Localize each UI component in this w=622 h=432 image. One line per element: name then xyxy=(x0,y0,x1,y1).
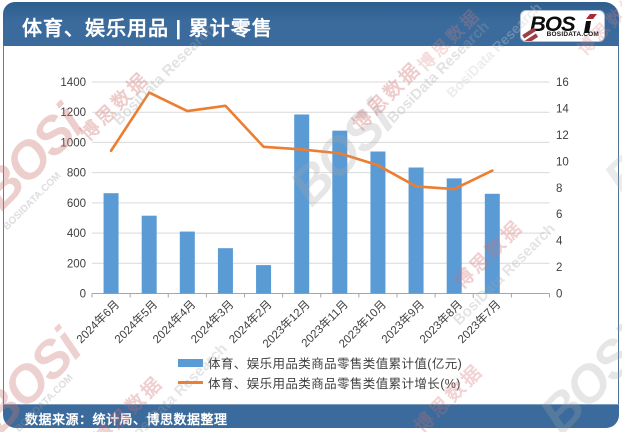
bosi-logo: BOS BOSIDATA.COM xyxy=(521,11,604,41)
legend-line-swatch xyxy=(178,381,203,384)
left-axis-tick-label: 400 xyxy=(67,228,86,240)
bar-2023年10月 xyxy=(370,151,386,294)
legend-line-label: 体育、娱乐用品类商品零售类值累计增长(%) xyxy=(208,377,461,391)
left-axis-tick-label: 800 xyxy=(67,168,86,180)
bar-2024年3月 xyxy=(217,248,233,294)
legend-bar-swatch xyxy=(178,358,203,367)
bar-2023年12月 xyxy=(294,114,310,294)
left-axis-tick-label: 600 xyxy=(67,198,86,210)
right-axis-tick-label: 6 xyxy=(556,209,562,221)
right-axis-tick-label: 8 xyxy=(556,183,562,195)
growth-line xyxy=(109,91,494,191)
right-axis-tick-label: 2 xyxy=(556,262,562,274)
left-axis-tick-label: 200 xyxy=(67,258,86,270)
bar-2023年8月 xyxy=(446,178,462,294)
legend-item-line: 体育、娱乐用品类商品零售类值累计增长(%) xyxy=(178,373,461,392)
bar-2024年5月 xyxy=(141,215,157,294)
footer-bar: 数据来源：统计局、博思数据整理 xyxy=(3,404,619,428)
left-axis-tick-label: 0 xyxy=(80,289,86,301)
right-axis-tick-label: 14 xyxy=(556,103,569,115)
bar-2023年7月 xyxy=(484,193,500,294)
bar-2024年4月 xyxy=(179,231,195,294)
left-axis-tick-label: 1200 xyxy=(60,107,86,119)
page-title: 体育、娱乐用品 | 累计零售 xyxy=(22,18,273,40)
left-axis-tick-label: 1000 xyxy=(60,137,86,149)
bar-2023年9月 xyxy=(408,167,424,294)
header-bar: 体育、娱乐用品 | 累计零售 BOS BOSIDATA.COM xyxy=(3,2,619,46)
right-axis-tick-label: 0 xyxy=(556,289,562,301)
bar-2023年11月 xyxy=(332,130,348,294)
legend-item-bar: 体育、娱乐用品类商品零售类值累计值(亿元) xyxy=(178,353,462,372)
right-axis-tick-label: 4 xyxy=(556,236,563,248)
data-source-text: 数据来源：统计局、博思数据整理 xyxy=(25,412,228,427)
right-axis-tick-label: 10 xyxy=(556,156,569,168)
bar-2024年2月 xyxy=(256,265,272,294)
left-axis-tick-label: 1400 xyxy=(60,77,86,89)
logo-domain: BOSIDATA.COM xyxy=(546,31,599,38)
logo-wordmark: BOS xyxy=(530,12,576,36)
right-axis-tick-label: 12 xyxy=(556,130,569,142)
legend-bar-label: 体育、娱乐用品类商品零售类值累计值(亿元) xyxy=(208,357,463,371)
right-axis-tick-label: 16 xyxy=(556,77,569,89)
bar-2024年6月 xyxy=(103,193,119,294)
